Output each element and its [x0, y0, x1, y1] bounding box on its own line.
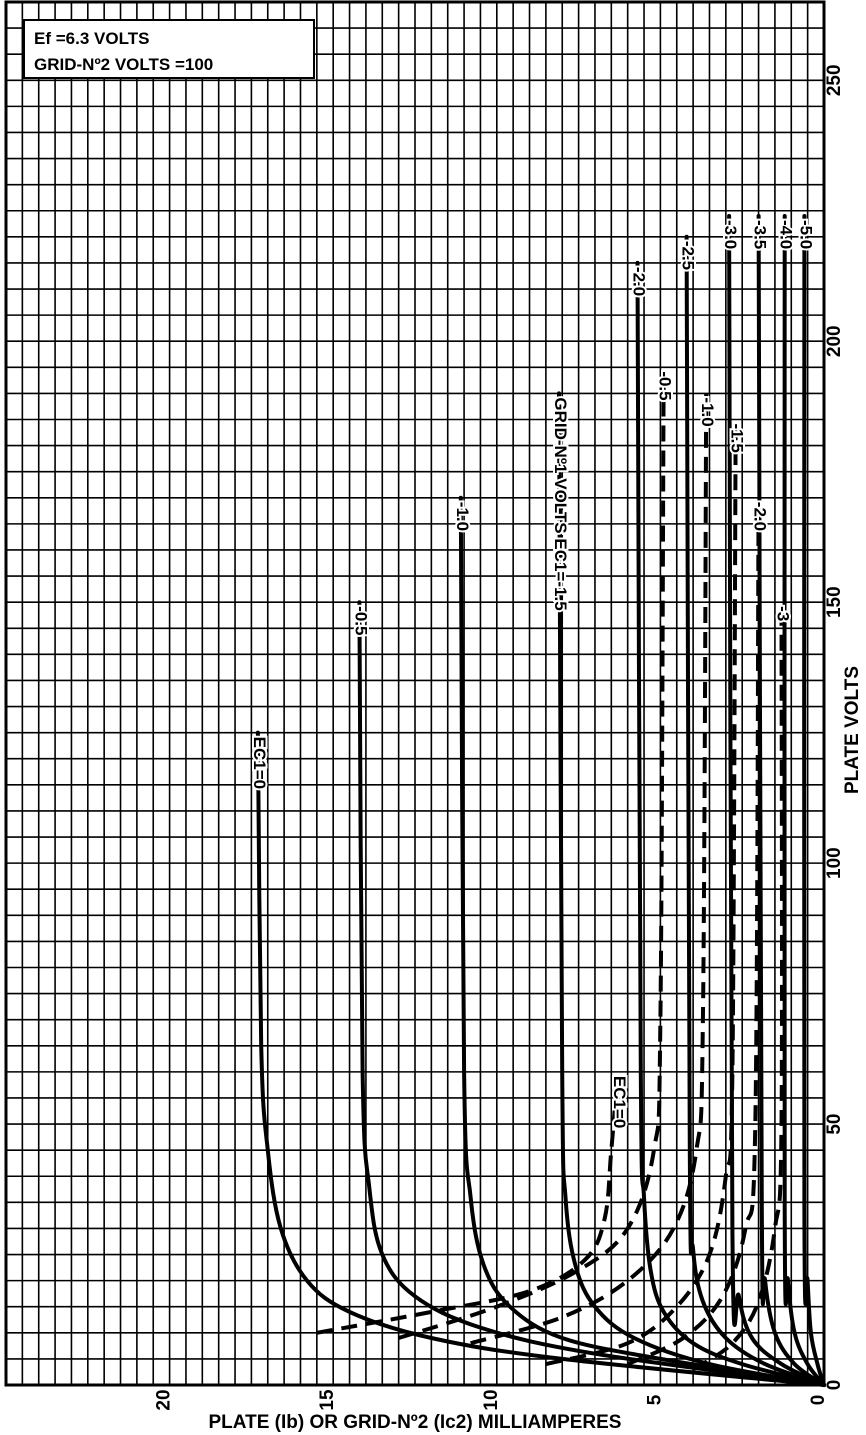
curve-label-ib-1: -0.5 — [351, 606, 370, 635]
condition-screen-voltage: GRID-Nº2 VOLTS =100 — [34, 55, 213, 74]
x-tick-label-3: 15 — [317, 1389, 338, 1411]
curve-label-ib-3: GRID-Nº1 VOLTS EC1=-1.5 — [551, 397, 570, 610]
curve-label-ib-8: -4.0 — [777, 220, 796, 249]
y-tick-label-1: 50 — [824, 1113, 845, 1134]
curve-label-ic2-15: -3 — [773, 606, 792, 621]
x-tick-label-0: 0 — [808, 1395, 829, 1406]
y-tick-label-5: 250 — [824, 64, 845, 96]
curve-label-ib-4: -2.0 — [629, 267, 648, 296]
curve-label-ib-9: -5.0 — [796, 220, 815, 249]
x-axis-label: PLATE (Ib) OR GRID-Nº2 (Ic2) MILLIAMPERE… — [209, 1412, 622, 1433]
y-tick-label-3: 150 — [824, 586, 845, 618]
x-tick-label-1: 5 — [644, 1394, 665, 1405]
curve-label-ic2-12: -1.0 — [698, 397, 717, 426]
x-tick-label-2: 10 — [481, 1389, 502, 1410]
curve-label-ic2-10: EC1=0 — [610, 1076, 629, 1128]
curve-label-ic2-13: -1.5 — [728, 424, 747, 453]
curve-label-ib-7: -3.5 — [751, 220, 770, 249]
curve-label-ib-5: -2.5 — [679, 241, 698, 270]
curve-label-ib-2: -1.0 — [453, 502, 472, 531]
curve-label-ib-0: EC1=0 — [250, 737, 269, 789]
y-axis-label: PLATE VOLTS — [842, 666, 863, 794]
curve-label-ib-6: -3.0 — [721, 220, 740, 249]
y-tick-label-4: 200 — [824, 325, 845, 357]
x-tick-label-4: 20 — [154, 1389, 175, 1410]
curve-label-ic2-11: -0.5 — [656, 371, 675, 400]
y-tick-label-2: 100 — [824, 847, 845, 879]
curve-label-ic2-14: -2.0 — [751, 502, 770, 531]
y-tick-label-0: 0 — [824, 1380, 845, 1391]
condition-filament: Ef =6.3 VOLTS — [34, 29, 149, 48]
